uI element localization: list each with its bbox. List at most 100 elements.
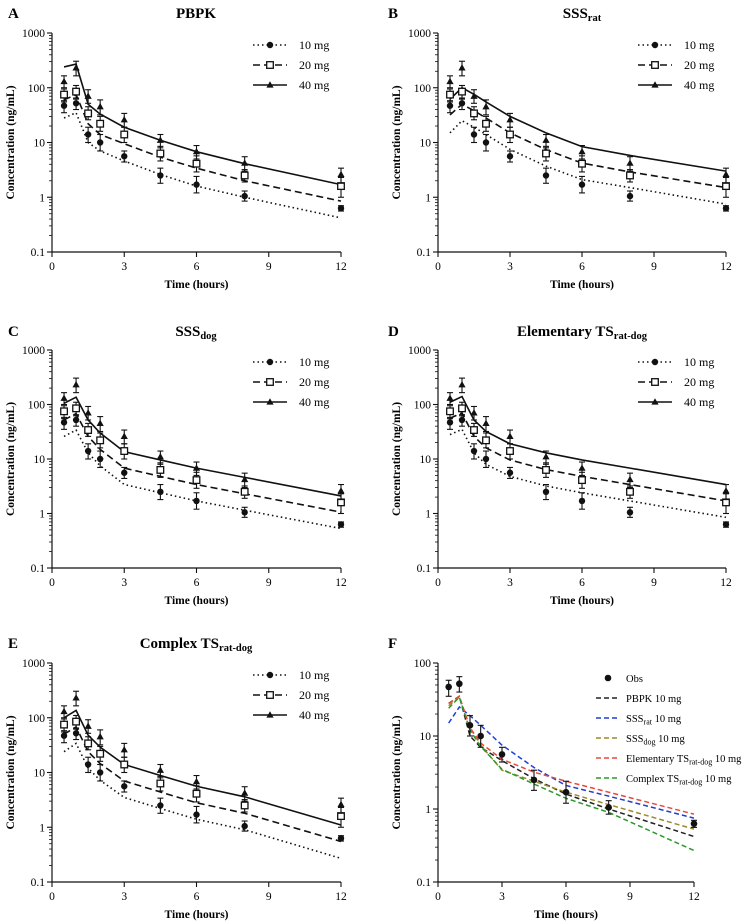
legend-marker — [266, 691, 274, 699]
y-tick-label: 1000 — [408, 28, 431, 40]
obs-point-40mg — [120, 745, 128, 753]
legend-label: 20 mg — [299, 375, 329, 389]
x-tick-label: 6 — [579, 261, 585, 273]
obs-point-10mg — [337, 205, 345, 212]
y-tick-label: 0.1 — [417, 563, 432, 575]
obs-point-20mg — [96, 436, 105, 445]
x-axis-label: Time (hours) — [550, 279, 614, 291]
panel-letter: F — [388, 636, 397, 652]
obs-point-10mg — [72, 730, 80, 737]
obs-point-20mg — [240, 171, 249, 180]
chart-title-main: Complex TS — [140, 636, 219, 652]
obs-point-20mg — [60, 720, 68, 729]
legend-marker — [651, 41, 659, 49]
obs-point-40mg — [156, 136, 164, 143]
y-tick-label: 100 — [414, 83, 432, 95]
panel-a: A PBPK 0.1 1 10 100 1000 0 3 6 9 12 Time (hours) Conc… — [5, 6, 347, 291]
y-tick-label: 1000 — [22, 28, 45, 40]
chart-title-subscript: rat-dog — [219, 643, 253, 654]
obs-point-40mg — [60, 394, 68, 401]
obs-point-20mg — [506, 447, 514, 455]
y-tick-label: 1000 — [408, 345, 431, 357]
obs-point-10mg — [84, 761, 92, 768]
obs-point-20mg — [60, 407, 68, 416]
legend-label: 10 mg — [299, 38, 329, 52]
series-line-10mg — [63, 428, 342, 530]
legend-marker — [266, 358, 274, 366]
obs-point-10mg — [722, 205, 730, 212]
obs-point-10mg — [84, 447, 92, 455]
obs-point-40mg — [446, 394, 454, 401]
legend-marker — [266, 41, 274, 49]
legend-marker — [651, 61, 659, 69]
y-tick-label: 100 — [414, 658, 432, 670]
obs-point — [445, 683, 452, 691]
obs-point-10mg — [470, 447, 478, 455]
obs-point-20mg — [120, 760, 129, 769]
obs-point-20mg — [626, 171, 634, 180]
obs-point — [605, 804, 612, 811]
obs-point-10mg — [482, 455, 490, 463]
obs-point-20mg — [192, 476, 201, 485]
obs-point-40mg — [84, 722, 92, 729]
obs-point-20mg — [458, 404, 466, 413]
obs-point — [562, 788, 570, 796]
legend-marker — [651, 358, 659, 366]
obs-point-40mg — [84, 92, 92, 99]
x-tick-label: 12 — [335, 891, 347, 903]
chart-title: Elementary TSrat-dog — [517, 324, 648, 342]
obs-point-40mg — [470, 92, 478, 99]
chart-title: PBPK — [176, 6, 216, 22]
obs-point-10mg — [241, 822, 248, 830]
x-tick-label: 6 — [194, 891, 200, 903]
legend-label: 40 mg — [299, 395, 329, 409]
legend-label-subscript: rat-dog — [679, 778, 702, 787]
obs-point-40mg — [482, 102, 490, 110]
obs-point-10mg — [121, 153, 128, 160]
x-tick-label: 12 — [720, 261, 732, 273]
obs-point-20mg — [156, 465, 165, 474]
legend-label: 40 mg — [684, 78, 714, 92]
obs-point-10mg — [60, 732, 68, 739]
obs-point-40mg — [192, 147, 201, 155]
obs-point-20mg — [72, 404, 81, 413]
x-axis-label: Time (hours) — [550, 595, 614, 607]
x-tick-label: 3 — [121, 261, 127, 273]
legend-label: 10 mg — [684, 355, 714, 369]
obs-point-10mg — [578, 497, 586, 505]
y-tick-label: 1000 — [22, 658, 45, 670]
y-tick-label: 10 — [34, 768, 46, 780]
obs-point-10mg — [458, 416, 466, 424]
legend-label: 10 mg — [299, 355, 329, 369]
obs-point-10mg — [446, 419, 454, 426]
series-line-40mg — [449, 86, 727, 172]
obs-point-10mg — [578, 181, 586, 188]
obs-point-20mg — [60, 90, 68, 99]
series-line-20mg — [449, 103, 727, 189]
y-axis-label: Concentration (ng/mL) — [391, 85, 403, 199]
obs-point-40mg — [458, 380, 466, 388]
obs-point-40mg — [722, 170, 730, 178]
obs-point-40mg — [192, 464, 201, 471]
obs-point-10mg — [157, 488, 164, 496]
legend-label: 10 mg — [299, 668, 329, 682]
obs-point-10mg — [60, 419, 68, 426]
obs-point-40mg — [241, 475, 249, 483]
y-tick-label: 0.1 — [31, 877, 46, 889]
obs-point-40mg — [120, 115, 128, 123]
y-tick-label: 100 — [28, 713, 46, 725]
chart-title: SSSdog — [175, 324, 217, 342]
obs-point-10mg — [96, 455, 104, 463]
obs-point-10mg — [458, 100, 466, 107]
obs-point-20mg — [578, 159, 586, 168]
obs-point-20mg — [156, 149, 165, 158]
obs-point-40mg — [542, 136, 550, 143]
x-tick-label: 6 — [579, 577, 585, 589]
x-tick-label: 9 — [266, 261, 272, 273]
obs-point-10mg — [722, 521, 730, 528]
obs-point-10mg — [542, 488, 550, 496]
legend-label-main: PBPK 10 mg — [626, 694, 682, 705]
obs-point-40mg — [337, 487, 345, 494]
legend-label-main: Complex TS — [626, 774, 679, 785]
